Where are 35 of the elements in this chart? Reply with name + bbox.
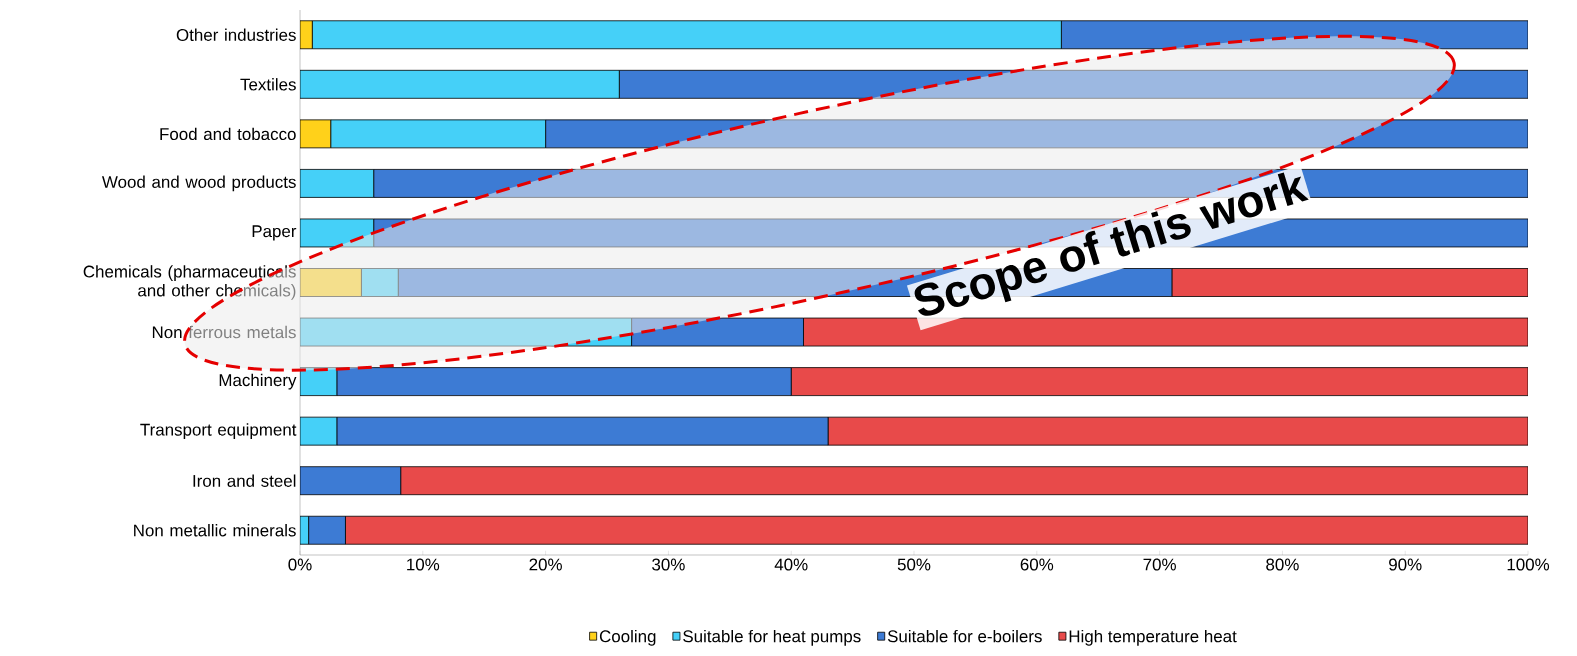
x-tick-label: 60% — [1020, 558, 1054, 571]
x-tick-label: 30% — [652, 558, 685, 571]
bar — [300, 268, 362, 297]
bar — [300, 169, 375, 198]
bar — [300, 317, 632, 347]
y-tick-label: Textiles — [240, 78, 296, 91]
bar — [361, 268, 399, 297]
x-tick-label: 100% — [1507, 558, 1550, 571]
x-tick-label: 50% — [897, 558, 931, 571]
x-tick-label: 90% — [1389, 558, 1422, 571]
x-tick-label: 10% — [407, 558, 440, 571]
bar — [311, 20, 1062, 50]
y-tick-label: Non ferrous metals — [152, 325, 296, 339]
x-tick-label: 70% — [1143, 558, 1176, 571]
x-tick-label: 80% — [1266, 558, 1299, 571]
annotation: Scope of this work — [914, 172, 1309, 316]
bar — [300, 69, 620, 99]
y-tick-label: Non metallic minerals — [134, 524, 296, 537]
legend-label: Suitable for heat pumps — [683, 629, 861, 646]
y-tick-label: Food and tobacco — [160, 127, 296, 141]
legend-label: High temperature heat — [1069, 629, 1237, 646]
y-tick-label: Machinery — [219, 373, 297, 390]
y-tick-label: Transport equipment — [140, 423, 297, 440]
y-tick-label: Other industries — [176, 28, 296, 41]
bar — [300, 218, 375, 248]
x-tick-label: 40% — [774, 558, 808, 571]
bar — [330, 119, 547, 149]
y-tick-label: Wood and wood products — [101, 175, 296, 192]
legend-label: Suitable for e-boilers — [887, 629, 1042, 643]
y-tick-label: Paper — [252, 225, 297, 241]
x-tick-label: 20% — [529, 558, 562, 571]
y-tick-label: Iron and steel — [193, 474, 296, 487]
legend-label: Cooling — [599, 629, 656, 646]
bar — [300, 367, 338, 396]
x-tick-label: 0% — [288, 558, 312, 571]
